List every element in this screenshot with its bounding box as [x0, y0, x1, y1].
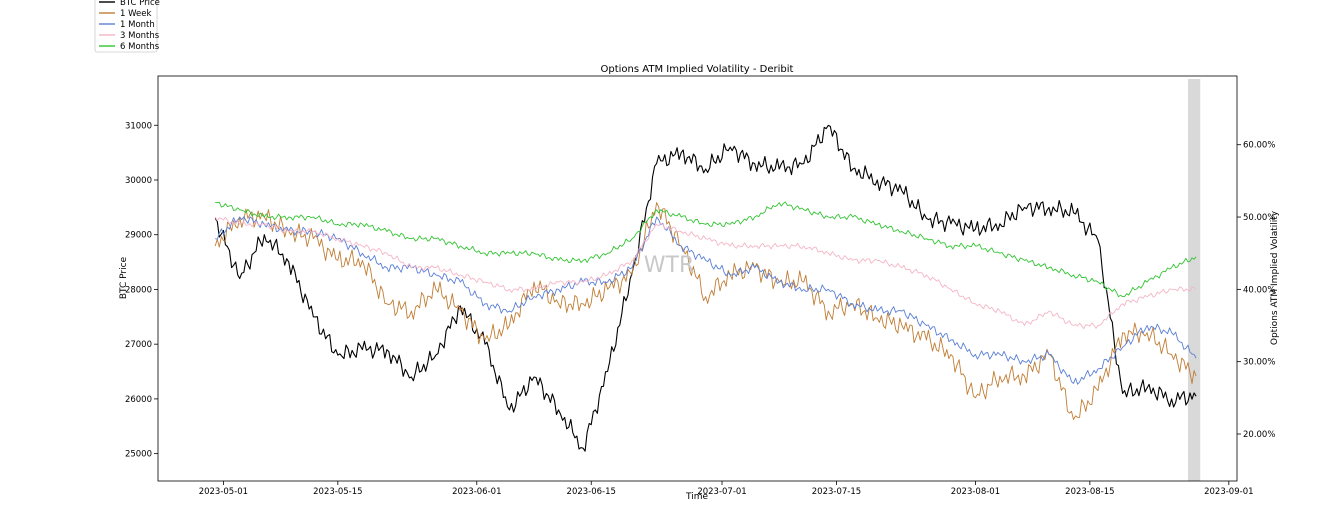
plot-frame: [157, 75, 1238, 482]
y-axis-left: 25000 26000 27000 28000 29000 30000 31000: [125, 121, 158, 460]
y-right-tick-label: 30.00%: [1243, 358, 1275, 368]
x-tick-label: 2023-08-15: [1065, 487, 1114, 497]
series-lines: [214, 124, 1197, 452]
series-line-6-months: [215, 201, 1197, 298]
y-left-tick-label: 25000: [125, 450, 152, 460]
legend-label: 1 Month: [120, 20, 155, 30]
x-tick-label: 2023-09-01: [1204, 487, 1253, 497]
x-axis-label: Time: [685, 492, 708, 502]
series-line-1-month: [215, 216, 1197, 385]
series-line-btc-price: [214, 124, 1197, 452]
y-left-tick-label: 27000: [125, 340, 152, 350]
y-axis-right-label: Options ATM Implied Volatility: [1270, 210, 1280, 345]
y-left-tick-label: 29000: [125, 231, 152, 241]
y-left-tick-label: 26000: [125, 395, 152, 405]
y-right-tick-label: 20.00%: [1243, 430, 1275, 440]
watermark: WTR: [644, 253, 694, 278]
x-axis: 2023-05-01 2023-05-15 2023-06-01 2023-06-15…: [199, 481, 1254, 497]
y-left-tick-label: 28000: [125, 285, 152, 295]
x-tick-label: 2023-07-01: [697, 487, 746, 497]
x-tick-label: 2023-07-15: [812, 487, 861, 497]
legend-label: 1 Week: [120, 9, 151, 19]
x-tick-label: 2023-06-01: [452, 487, 501, 497]
y-right-tick-label: 40.00%: [1243, 285, 1275, 295]
series-line-1-week: [214, 202, 1197, 420]
shaded-region: [1187, 79, 1201, 481]
legend-label: 3 Months: [120, 31, 160, 41]
y-axis-right: 20.00% 30.00% 40.00% 50.00% 60.00%: [1237, 141, 1275, 440]
y-left-tick-label: 30000: [125, 176, 152, 186]
x-tick-label: 2023-05-15: [313, 487, 362, 497]
chart-title: Options ATM Implied Volatility - Deribit: [601, 64, 794, 75]
y-axis-left-label: BTC Price: [119, 256, 129, 299]
y-right-tick-label: 50.00%: [1243, 213, 1275, 223]
series-line-3-months: [214, 216, 1197, 330]
y-right-tick-label: 60.00%: [1243, 141, 1275, 151]
x-tick-label: 2023-06-15: [567, 487, 616, 497]
x-tick-label: 2023-08-01: [951, 487, 1000, 497]
legend-label: 6 Months: [120, 42, 160, 52]
y-left-tick-label: 31000: [125, 121, 152, 131]
legend-label: BTC Price: [120, 0, 160, 8]
x-tick-label: 2023-05-01: [199, 487, 248, 497]
